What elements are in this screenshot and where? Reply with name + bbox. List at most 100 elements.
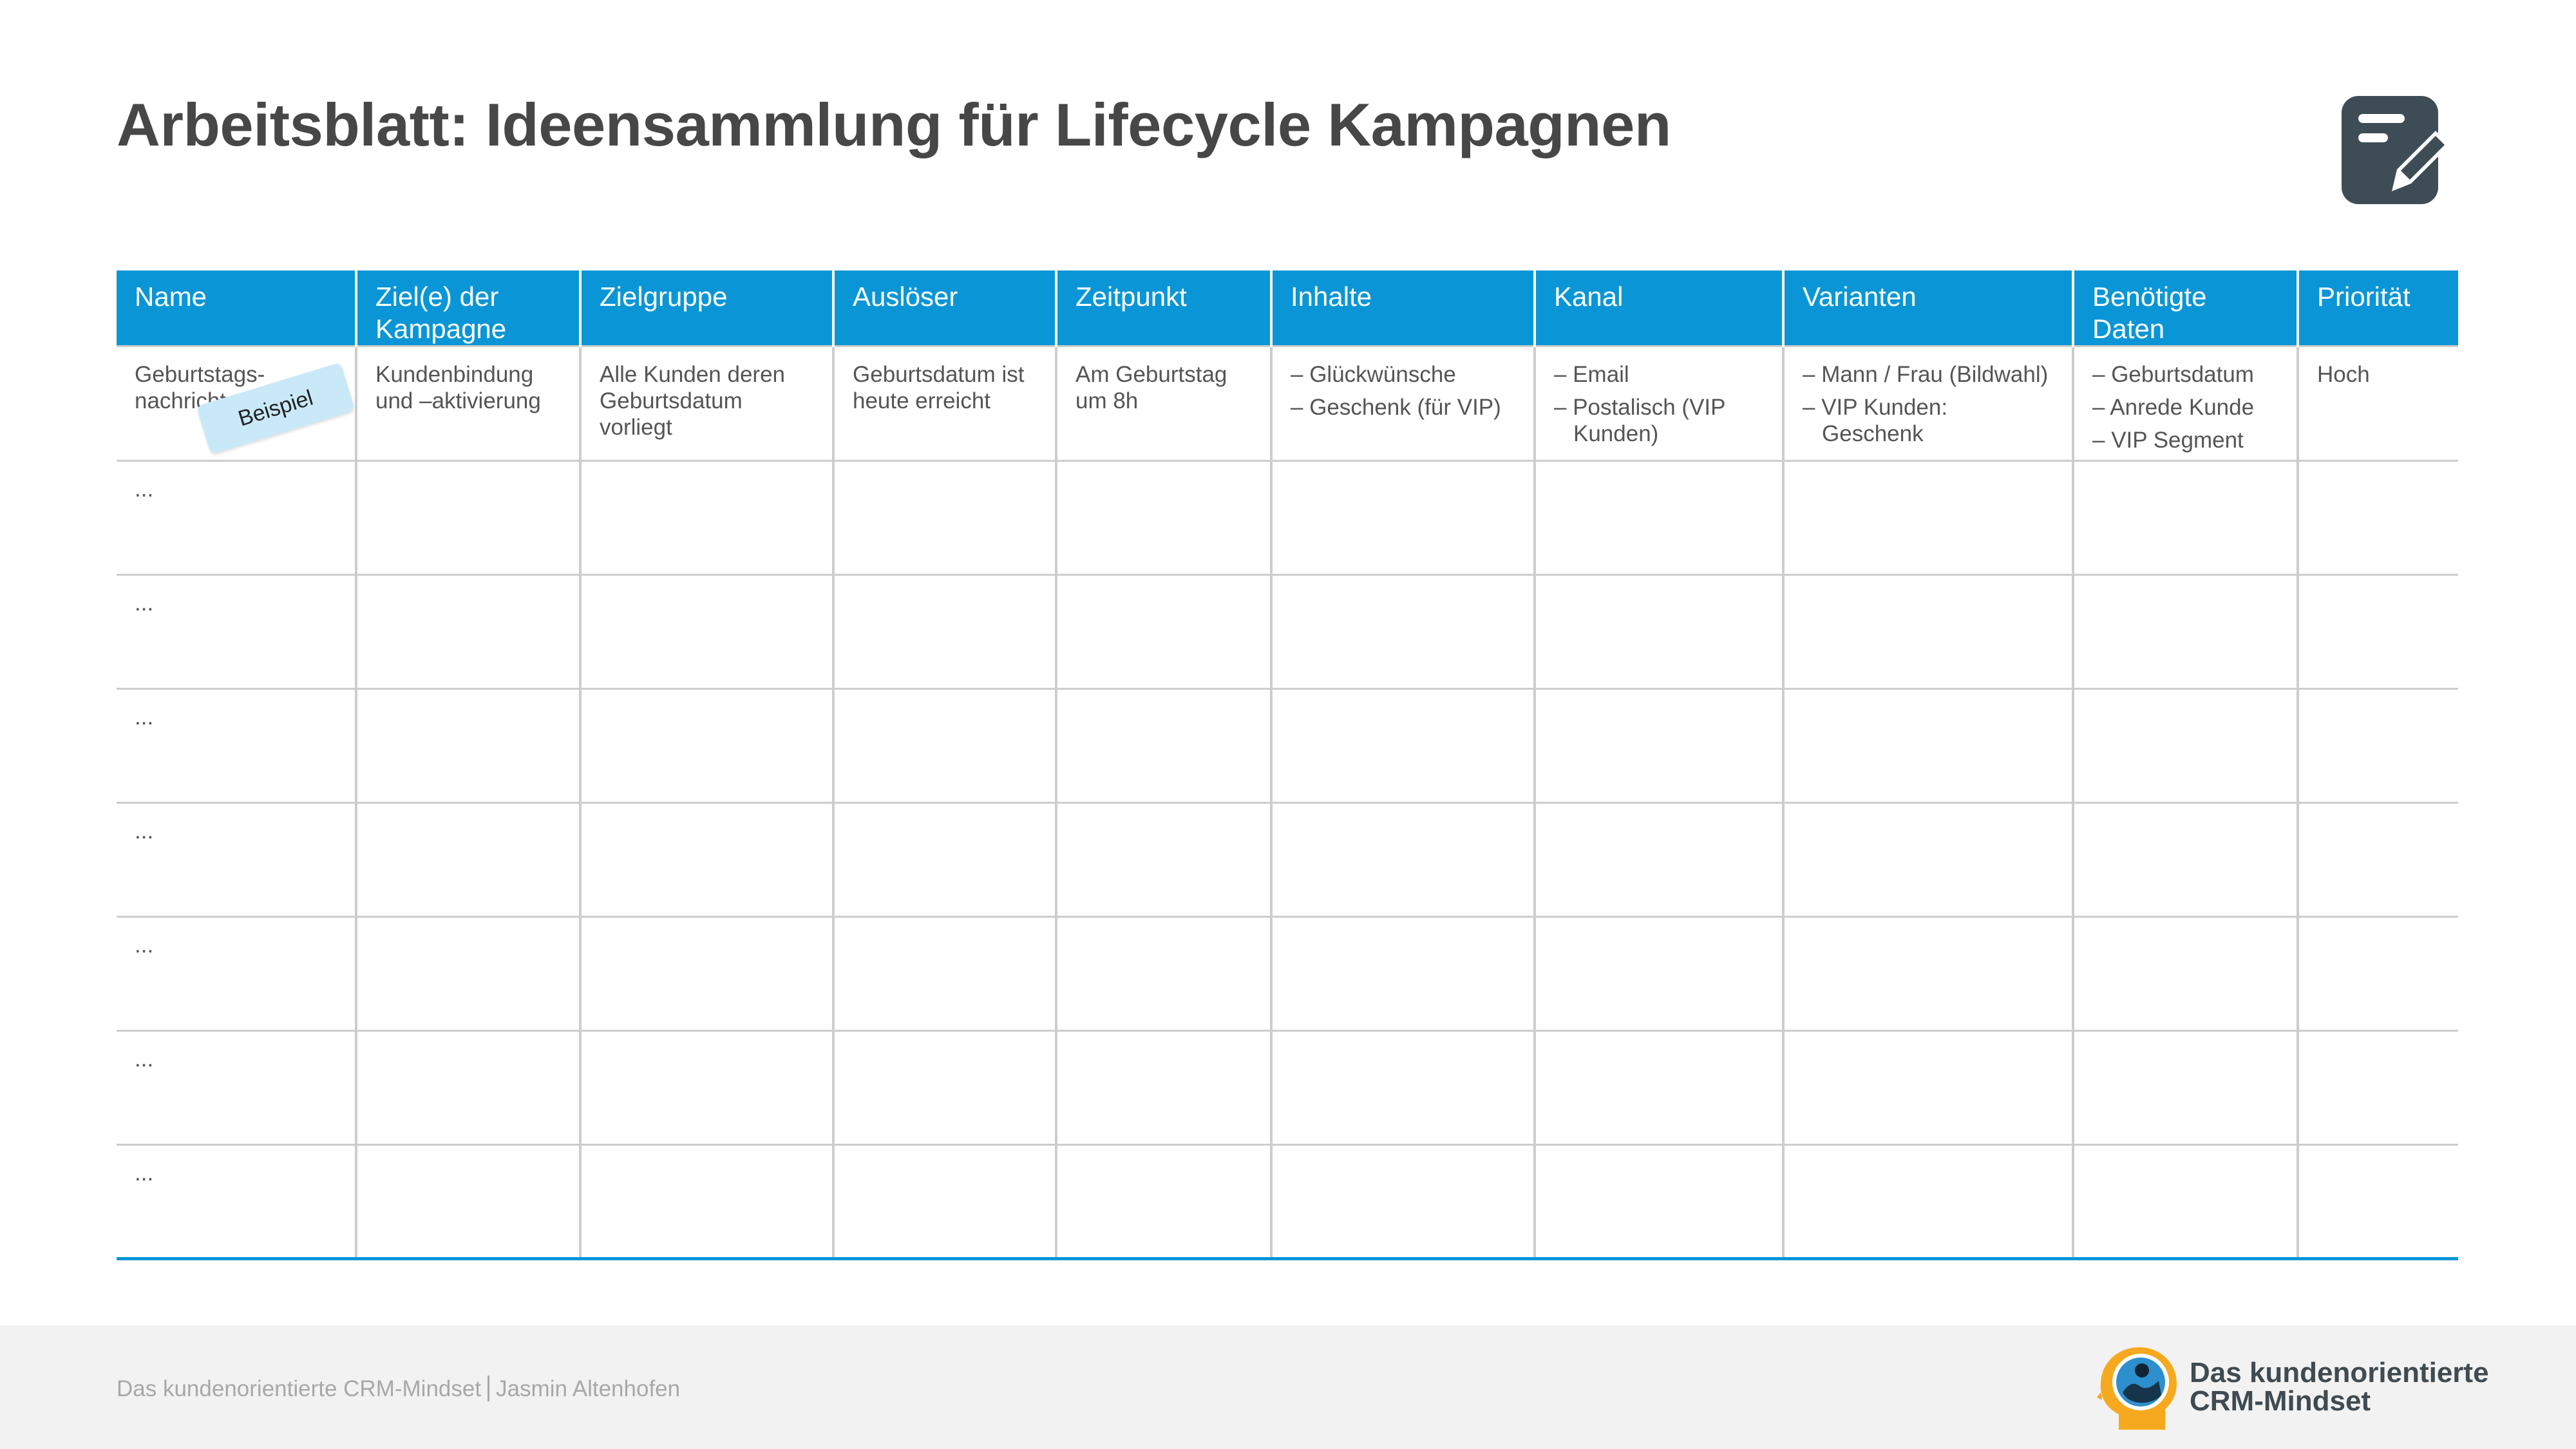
table-cell[interactable] <box>1055 802 1271 917</box>
table-cell[interactable] <box>355 574 580 689</box>
ideas-table: Name Ziel(e) der Kampagne Zielgruppe Aus… <box>117 270 2458 1260</box>
table-cell[interactable] <box>1782 1030 2073 1145</box>
table-cell[interactable] <box>1055 1144 1271 1260</box>
table-cell[interactable] <box>579 1144 833 1260</box>
table-cell[interactable] <box>355 1030 580 1145</box>
table-cell[interactable]: Alle Kunden deren Geburtsdatum vorliegt <box>579 345 833 461</box>
table-cell[interactable] <box>832 688 1056 803</box>
table-cell[interactable]: ... <box>117 574 356 689</box>
table-cell[interactable] <box>355 802 580 917</box>
footer-divider <box>488 1376 490 1401</box>
table-cell[interactable] <box>1270 460 1535 575</box>
table-cell[interactable] <box>1270 1030 1535 1145</box>
table-cell[interactable] <box>1533 1030 1783 1145</box>
table-cell[interactable] <box>2297 1030 2458 1145</box>
cell-zeitpunkt: Am Geburtstag um 8h <box>1075 362 1227 413</box>
table-cell[interactable] <box>579 460 833 575</box>
table-cell[interactable] <box>1782 688 2073 803</box>
table-cell[interactable] <box>1533 1144 1783 1260</box>
table-cell[interactable] <box>2072 916 2298 1031</box>
placeholder-ellipsis: ... <box>135 1160 154 1186</box>
table-cell[interactable] <box>832 802 1056 917</box>
table-cell[interactable] <box>1782 1144 2073 1260</box>
placeholder-ellipsis: ... <box>135 705 154 730</box>
table-cell[interactable] <box>832 1030 1056 1145</box>
table-cell[interactable] <box>2072 1144 2298 1260</box>
table-cell[interactable]: Kundenbindung und –aktivierung <box>355 345 580 461</box>
cell-zielgruppe: Alle Kunden deren Geburtsdatum vorliegt <box>600 362 785 440</box>
table-cell[interactable] <box>2297 460 2458 575</box>
table-cell[interactable] <box>1533 916 1783 1031</box>
table-cell[interactable] <box>2072 460 2298 575</box>
table-cell[interactable] <box>1055 1030 1271 1145</box>
bullet-item: – Geschenk (für VIP) <box>1291 395 1501 420</box>
placeholder-ellipsis: ... <box>135 1046 154 1072</box>
table-cell[interactable] <box>1055 574 1271 689</box>
placeholder-ellipsis: ... <box>135 819 154 844</box>
table-cell[interactable] <box>832 460 1056 575</box>
table-cell[interactable]: – Glückwünsche – Geschenk (für VIP) <box>1270 345 1535 461</box>
table-cell[interactable] <box>1055 460 1271 575</box>
table-cell[interactable] <box>2297 802 2458 917</box>
table-cell[interactable] <box>355 916 580 1031</box>
table-cell[interactable]: Geburtstags- nachricht Beispiel <box>117 345 356 461</box>
header-prioritaet: Priorität <box>2297 270 2458 346</box>
table-cell[interactable]: – Geburtsdatum – Anrede Kunde – VIP Segm… <box>2072 345 2298 461</box>
table-cell[interactable] <box>2072 1030 2298 1145</box>
table-cell[interactable] <box>2297 916 2458 1031</box>
table-cell[interactable]: Geburtsdatum ist heute erreicht <box>832 345 1056 461</box>
table-cell[interactable] <box>1270 916 1535 1031</box>
table-cell[interactable] <box>2072 574 2298 689</box>
table-cell[interactable] <box>2297 1144 2458 1260</box>
bullet-item: – Postalisch (VIP Kunden) <box>1554 395 1725 446</box>
table-cell[interactable]: ... <box>117 1030 356 1145</box>
table-cell[interactable] <box>355 1144 580 1260</box>
table-cell[interactable] <box>1270 574 1535 689</box>
cell-ziel: Kundenbindung und –aktivierung <box>375 362 541 413</box>
table-cell[interactable]: ... <box>117 688 356 803</box>
table-cell[interactable] <box>2072 688 2298 803</box>
table-cell[interactable] <box>832 916 1056 1031</box>
table-cell[interactable] <box>832 574 1056 689</box>
table-cell[interactable] <box>1270 688 1535 803</box>
table-cell[interactable]: – Mann / Frau (Bildwahl) – VIP Kunden: G… <box>1782 345 2073 461</box>
cell-prioritaet: Hoch <box>2317 362 2370 387</box>
header-inhalte: Inhalte <box>1270 270 1535 346</box>
table-cell[interactable] <box>2072 802 2298 917</box>
table-cell[interactable] <box>832 1144 1056 1260</box>
table-cell[interactable] <box>1533 688 1783 803</box>
table-cell[interactable] <box>1782 460 2073 575</box>
table-cell[interactable] <box>1533 574 1783 689</box>
table-cell[interactable] <box>1270 1144 1535 1260</box>
table-row: ... <box>117 802 2458 917</box>
table-cell[interactable]: ... <box>117 1144 356 1260</box>
table-cell[interactable]: – Email – Postalisch (VIP Kunden) <box>1533 345 1783 461</box>
header-daten: Benötigte Daten <box>2072 270 2298 346</box>
table-cell[interactable] <box>2297 574 2458 689</box>
table-cell[interactable] <box>1055 916 1271 1031</box>
footer: Das kundenorientierte CRM-Mindset Jasmin … <box>0 1325 2576 1449</box>
table-cell[interactable] <box>1533 460 1783 575</box>
table-cell[interactable] <box>579 1030 833 1145</box>
table-cell[interactable] <box>1055 688 1271 803</box>
table-cell[interactable] <box>579 916 833 1031</box>
table-cell[interactable]: ... <box>117 916 356 1031</box>
table-cell[interactable] <box>579 688 833 803</box>
table-cell[interactable] <box>1533 802 1783 917</box>
table-cell[interactable]: ... <box>117 460 356 575</box>
brand-logo-icon <box>2097 1347 2177 1430</box>
table-cell[interactable] <box>579 802 833 917</box>
table-cell[interactable] <box>1782 574 2073 689</box>
table-cell[interactable] <box>355 460 580 575</box>
table-cell[interactable] <box>2297 688 2458 803</box>
table-cell[interactable]: Hoch <box>2297 345 2458 461</box>
table-cell[interactable]: Am Geburtstag um 8h <box>1055 345 1271 461</box>
table-cell[interactable] <box>1270 802 1535 917</box>
table-cell[interactable] <box>355 688 580 803</box>
table-cell[interactable] <box>1782 802 2073 917</box>
table-cell[interactable] <box>579 574 833 689</box>
table-cell[interactable] <box>1782 916 2073 1031</box>
table-row: ... <box>117 574 2458 689</box>
header-zeitpunkt: Zeitpunkt <box>1055 270 1271 346</box>
table-cell[interactable]: ... <box>117 802 356 917</box>
